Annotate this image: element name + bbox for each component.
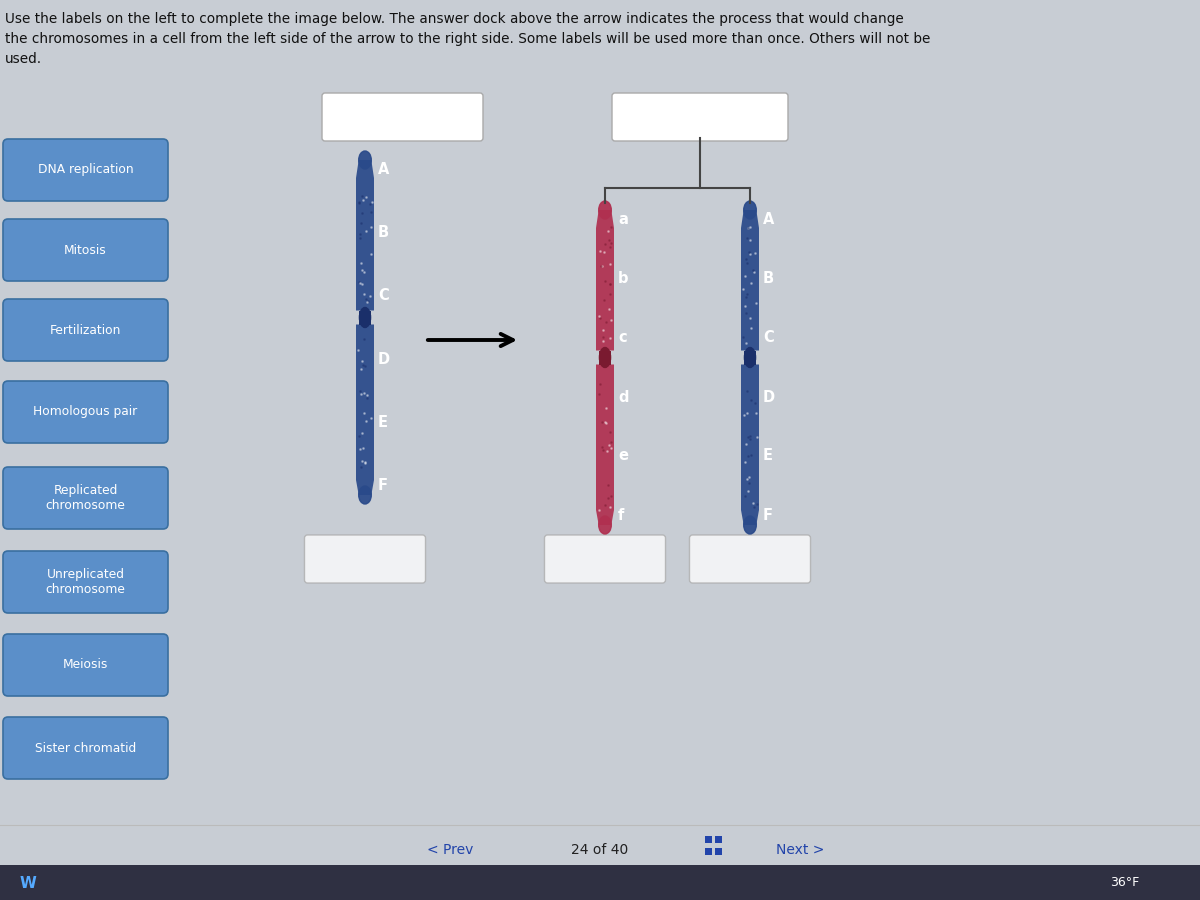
Polygon shape	[356, 160, 374, 310]
FancyBboxPatch shape	[2, 551, 168, 613]
Text: Replicated
chromosome: Replicated chromosome	[46, 484, 126, 512]
Text: Use the labels on the left to complete the image below. The answer dock above th: Use the labels on the left to complete t…	[5, 12, 904, 26]
Text: A: A	[763, 212, 774, 228]
Bar	[0, 865, 1200, 900]
Ellipse shape	[359, 151, 371, 169]
Text: < Prev: < Prev	[427, 843, 473, 857]
Text: B: B	[378, 226, 389, 240]
FancyBboxPatch shape	[545, 535, 666, 583]
FancyBboxPatch shape	[2, 299, 168, 361]
Bar	[706, 836, 712, 843]
Text: used.: used.	[5, 52, 42, 66]
Text: Next >: Next >	[776, 843, 824, 857]
Text: C: C	[763, 330, 774, 346]
FancyBboxPatch shape	[2, 467, 168, 529]
Text: B: B	[763, 272, 774, 286]
Text: DNA replication: DNA replication	[37, 164, 133, 176]
Text: Sister chromatid: Sister chromatid	[35, 742, 136, 754]
Ellipse shape	[599, 516, 611, 534]
Text: d: d	[618, 390, 629, 404]
Polygon shape	[356, 325, 374, 495]
Text: D: D	[378, 352, 390, 366]
Text: the chromosomes in a cell from the left side of the arrow to the right side. Som: the chromosomes in a cell from the left …	[5, 32, 930, 46]
Text: Mitosis: Mitosis	[64, 244, 107, 256]
Ellipse shape	[744, 347, 756, 367]
FancyBboxPatch shape	[2, 139, 168, 201]
Polygon shape	[742, 210, 760, 350]
Text: E: E	[763, 448, 773, 464]
Text: E: E	[378, 415, 388, 429]
Text: A: A	[378, 163, 389, 177]
Ellipse shape	[359, 486, 371, 504]
Text: f: f	[618, 508, 624, 523]
Text: Unreplicated
chromosome: Unreplicated chromosome	[46, 568, 126, 596]
Text: c: c	[618, 330, 626, 346]
Text: a: a	[618, 212, 628, 228]
Text: 24 of 40: 24 of 40	[571, 843, 629, 857]
Polygon shape	[596, 364, 614, 525]
FancyBboxPatch shape	[322, 93, 482, 141]
Text: C: C	[378, 289, 389, 303]
FancyBboxPatch shape	[2, 717, 168, 779]
Ellipse shape	[599, 201, 611, 219]
Text: D: D	[763, 390, 775, 404]
Polygon shape	[596, 210, 614, 350]
FancyBboxPatch shape	[2, 381, 168, 443]
Text: Meiosis: Meiosis	[62, 659, 108, 671]
Ellipse shape	[360, 308, 371, 328]
Text: F: F	[763, 508, 773, 523]
Polygon shape	[742, 364, 760, 525]
Text: e: e	[618, 448, 628, 464]
Bar	[715, 836, 722, 843]
FancyBboxPatch shape	[2, 219, 168, 281]
Ellipse shape	[600, 347, 611, 367]
Ellipse shape	[744, 516, 756, 534]
Polygon shape	[360, 310, 371, 325]
Text: W: W	[19, 876, 36, 890]
Text: Fertilization: Fertilization	[50, 323, 121, 337]
Bar	[706, 848, 712, 855]
Bar	[715, 848, 722, 855]
FancyBboxPatch shape	[690, 535, 810, 583]
FancyBboxPatch shape	[2, 634, 168, 696]
Text: Homologous pair: Homologous pair	[34, 406, 138, 419]
FancyBboxPatch shape	[612, 93, 788, 141]
FancyBboxPatch shape	[305, 535, 426, 583]
Text: b: b	[618, 272, 629, 286]
Text: 36°F: 36°F	[1110, 877, 1140, 889]
Polygon shape	[744, 350, 756, 365]
Ellipse shape	[744, 201, 756, 219]
Text: F: F	[378, 478, 388, 492]
Polygon shape	[600, 350, 611, 365]
